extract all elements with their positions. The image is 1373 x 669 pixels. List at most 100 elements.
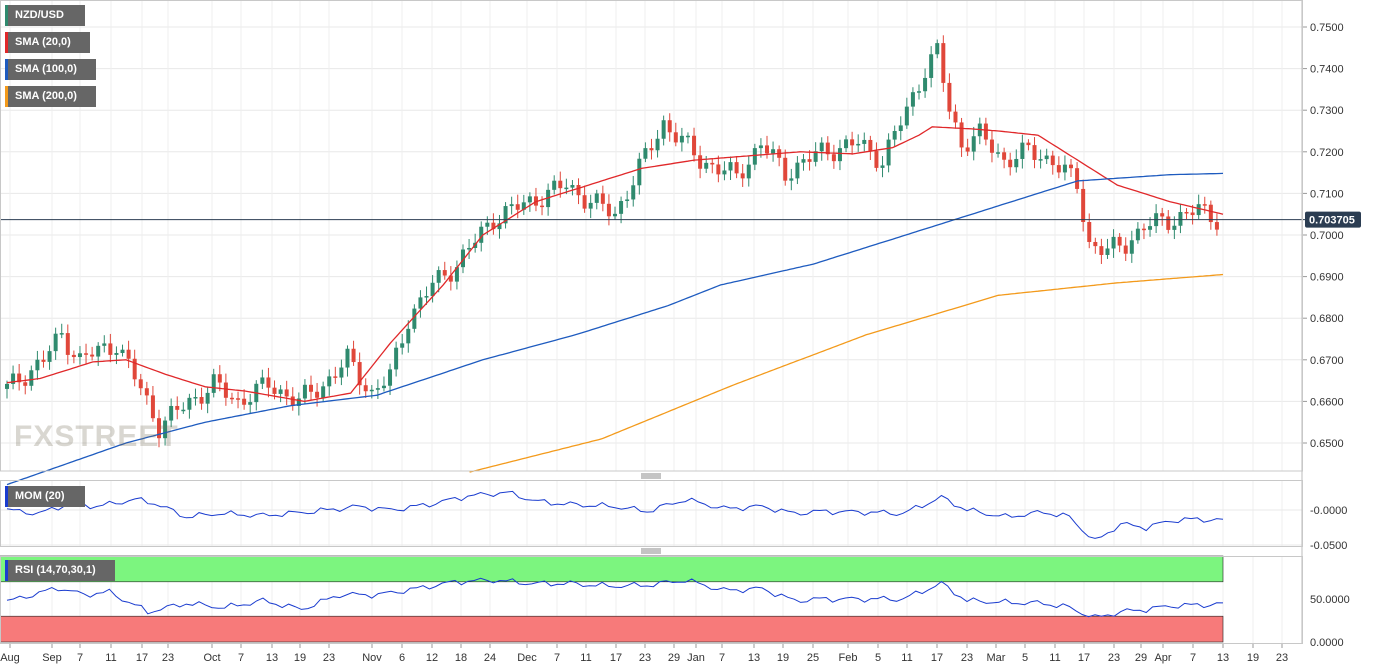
candle-body xyxy=(479,226,484,243)
candle xyxy=(345,345,350,377)
time-tick-label: 23 xyxy=(162,652,174,664)
candle-body xyxy=(157,418,161,439)
candle-body xyxy=(454,267,459,282)
candle-body xyxy=(1099,246,1104,255)
candle-body xyxy=(613,213,617,217)
candle-body xyxy=(765,145,769,154)
candle-body xyxy=(394,347,399,370)
candle-body xyxy=(138,379,143,389)
candle xyxy=(138,373,143,396)
candle-body xyxy=(1196,204,1201,216)
candle xyxy=(229,392,234,404)
candle xyxy=(892,125,897,147)
separator-1-handle[interactable] xyxy=(641,473,661,479)
candle xyxy=(825,136,830,161)
separator-2-handle[interactable] xyxy=(641,548,661,554)
candle-body xyxy=(381,385,386,389)
candle xyxy=(1014,149,1019,173)
time-tick-label: 19 xyxy=(1247,652,1259,664)
candle-body xyxy=(880,165,885,168)
candle xyxy=(819,137,824,161)
sma200-color-bar xyxy=(5,86,8,107)
candle-body xyxy=(315,391,320,398)
candle-body xyxy=(406,328,411,344)
time-tick-label: 17 xyxy=(610,652,622,664)
candle xyxy=(1190,204,1195,225)
candle-body xyxy=(108,343,113,355)
candle-body xyxy=(41,359,46,362)
candle-body xyxy=(1062,164,1067,173)
candle xyxy=(412,304,417,333)
candle-body xyxy=(1105,248,1110,255)
candle xyxy=(722,161,727,181)
candle xyxy=(625,190,630,208)
candle xyxy=(47,345,52,370)
candle-body xyxy=(1208,204,1213,223)
candle xyxy=(588,194,593,219)
time-tick-label: 13 xyxy=(266,652,278,664)
candle xyxy=(1123,237,1128,262)
candle xyxy=(716,155,721,183)
candle xyxy=(242,389,247,410)
candle xyxy=(685,132,690,144)
candle xyxy=(1160,207,1165,226)
candle-body xyxy=(588,202,593,209)
candle-body xyxy=(515,204,520,210)
time-tick-label: 7 xyxy=(719,652,725,664)
price-tick-label: 0.7300 xyxy=(1310,105,1344,117)
price-tick-label: 0.7100 xyxy=(1310,188,1344,200)
candle-body xyxy=(144,388,149,396)
candle-body xyxy=(996,152,1001,154)
candle-body xyxy=(813,151,818,162)
candle xyxy=(381,376,386,392)
candle xyxy=(1026,139,1031,151)
candle-body xyxy=(953,111,958,123)
candle-body xyxy=(874,150,879,168)
candle xyxy=(187,393,192,419)
sma20-text: SMA (20,0) xyxy=(15,36,71,48)
candle xyxy=(1117,233,1122,253)
candle-body xyxy=(1014,158,1019,168)
candle-body xyxy=(448,275,453,282)
price-axis-drag-handle[interactable] xyxy=(1345,0,1346,1)
candle-body xyxy=(1069,164,1073,169)
candle xyxy=(35,350,40,380)
candle-body xyxy=(272,387,277,394)
candle-body xyxy=(637,158,642,186)
candle-body xyxy=(169,405,174,421)
candle xyxy=(752,143,757,171)
candle xyxy=(1135,222,1140,244)
candle-body xyxy=(126,349,131,359)
candle-body xyxy=(892,131,897,140)
candle-body xyxy=(327,376,332,387)
candle xyxy=(430,275,435,303)
candle-body xyxy=(1044,155,1049,160)
candle-body xyxy=(1026,142,1031,146)
time-tick-label: 11 xyxy=(1049,652,1060,664)
candle-body xyxy=(442,270,447,276)
candle xyxy=(96,342,101,366)
candle xyxy=(157,409,161,448)
candle-body xyxy=(5,383,9,389)
candle-body xyxy=(789,178,794,181)
candle-body xyxy=(947,82,952,112)
candle xyxy=(260,369,265,390)
mom-text: MOM (20) xyxy=(15,490,65,502)
candle-body xyxy=(971,136,976,152)
candle xyxy=(850,131,855,155)
price-tick-label: 0.6700 xyxy=(1310,355,1344,367)
candle-body xyxy=(266,377,271,388)
candle-body xyxy=(59,333,64,335)
candle xyxy=(515,194,520,219)
candle xyxy=(1093,237,1098,254)
price-tick-label: 0.6600 xyxy=(1310,396,1344,408)
candle-body xyxy=(363,385,368,392)
candle-body xyxy=(886,139,891,166)
candle xyxy=(941,35,946,92)
candle xyxy=(673,122,678,147)
candle xyxy=(448,266,453,291)
time-tick-label: 7 xyxy=(1190,652,1196,664)
candle-body xyxy=(1160,213,1165,217)
candle xyxy=(837,139,842,171)
